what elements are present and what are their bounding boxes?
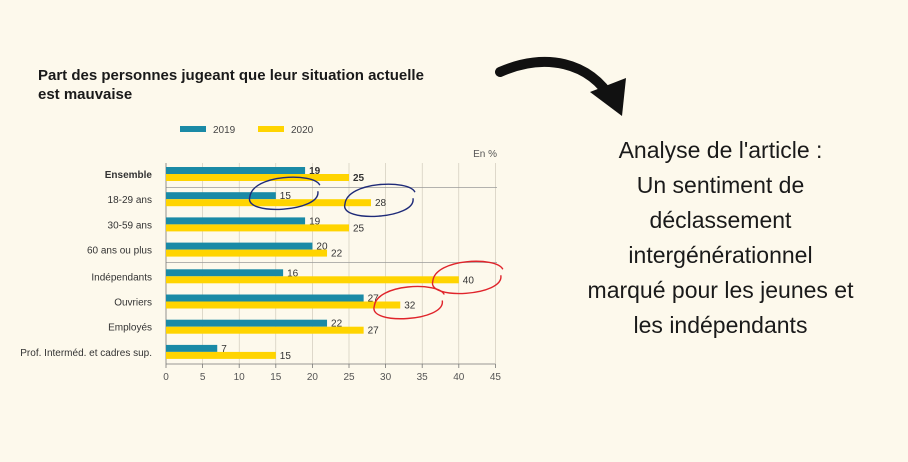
bar-2020	[166, 301, 401, 309]
x-tick-label: 30	[380, 372, 392, 383]
data-label-2020: 40	[463, 275, 475, 286]
data-label-2019: 7	[221, 344, 227, 355]
x-tick-label: 25	[343, 372, 355, 383]
category-label: Prof. Interméd. et cadres sup.	[20, 348, 152, 359]
unit-label: En %	[473, 149, 497, 160]
category-label: Indépendants	[91, 272, 152, 283]
bar-2020	[166, 249, 328, 257]
bar-2019	[166, 242, 313, 250]
annotation-circle	[344, 183, 416, 218]
analysis-line-3: déclassement	[649, 207, 792, 233]
annotation-circle	[249, 176, 321, 211]
category-label: 60 ans ou plus	[87, 246, 152, 257]
data-label-2020: 15	[280, 351, 292, 362]
legend-label-2019: 2019	[213, 125, 236, 136]
bar-2020	[166, 276, 459, 284]
bar-2020	[166, 199, 371, 207]
analysis-line-5: marqué pour les jeunes et	[587, 277, 854, 303]
category-label: 30-59 ans	[108, 220, 152, 231]
legend-label-2020: 2020	[291, 125, 314, 136]
analysis-line-2: Un sentiment de	[636, 172, 805, 198]
x-tick-label: 20	[307, 372, 319, 383]
data-label-2020: 27	[368, 326, 380, 337]
x-tick-label: 5	[200, 372, 206, 383]
chart-title-line-1: Part des personnes jugeant que leur situ…	[38, 67, 424, 84]
legend-swatch-2019	[180, 126, 206, 132]
annotation-circle	[432, 260, 504, 295]
bar-2019	[166, 319, 328, 327]
data-label-2019: 15	[280, 191, 292, 202]
annotation-circle	[373, 285, 445, 320]
data-label-2019: 19	[309, 166, 321, 177]
category-label: Ouvriers	[114, 298, 152, 309]
x-tick-label: 35	[417, 372, 429, 383]
bar-2019	[166, 344, 218, 352]
x-tick-label: 0	[163, 372, 169, 383]
bar-2019	[166, 269, 284, 277]
data-label-2019: 16	[287, 268, 299, 279]
bar-2019	[166, 167, 306, 174]
bar-2019	[166, 217, 306, 225]
data-label-2019: 20	[316, 242, 328, 253]
chart-title-line-2: est mauvaise	[38, 86, 133, 103]
analysis-line-4: intergénérationnel	[628, 242, 813, 268]
data-label-2020: 22	[331, 249, 343, 260]
analysis-line-1: Analyse de l'article :	[618, 137, 823, 163]
bar-2020	[166, 224, 349, 232]
bar-2020	[166, 326, 364, 334]
legend-swatch-2020	[258, 126, 284, 132]
data-label-2020: 25	[353, 173, 365, 184]
x-tick-label: 40	[453, 372, 465, 383]
analysis-line-6: les indépendants	[633, 312, 808, 338]
bar-2020	[166, 351, 276, 359]
category-label: 18-29 ans	[108, 195, 152, 206]
analysis-text: Analyse de l'article : Un sentiment de d…	[548, 133, 893, 343]
x-tick-label: 45	[490, 372, 502, 383]
data-label-2019: 19	[309, 216, 321, 227]
bar-2019	[166, 192, 276, 200]
chart-title: Part des personnes jugeant que leur situ…	[38, 66, 508, 104]
data-label-2020: 25	[353, 223, 365, 234]
bar-2019	[166, 294, 364, 302]
data-label-2020: 28	[375, 198, 387, 209]
bar-2020	[166, 174, 349, 181]
data-label-2019: 22	[331, 319, 343, 330]
data-label-2020: 32	[404, 301, 416, 312]
x-tick-label: 10	[234, 372, 246, 383]
category-label: Ensemble	[105, 170, 153, 181]
x-tick-label: 15	[270, 372, 282, 383]
category-label: Employés	[108, 323, 152, 334]
data-label-2019: 27	[368, 294, 380, 305]
